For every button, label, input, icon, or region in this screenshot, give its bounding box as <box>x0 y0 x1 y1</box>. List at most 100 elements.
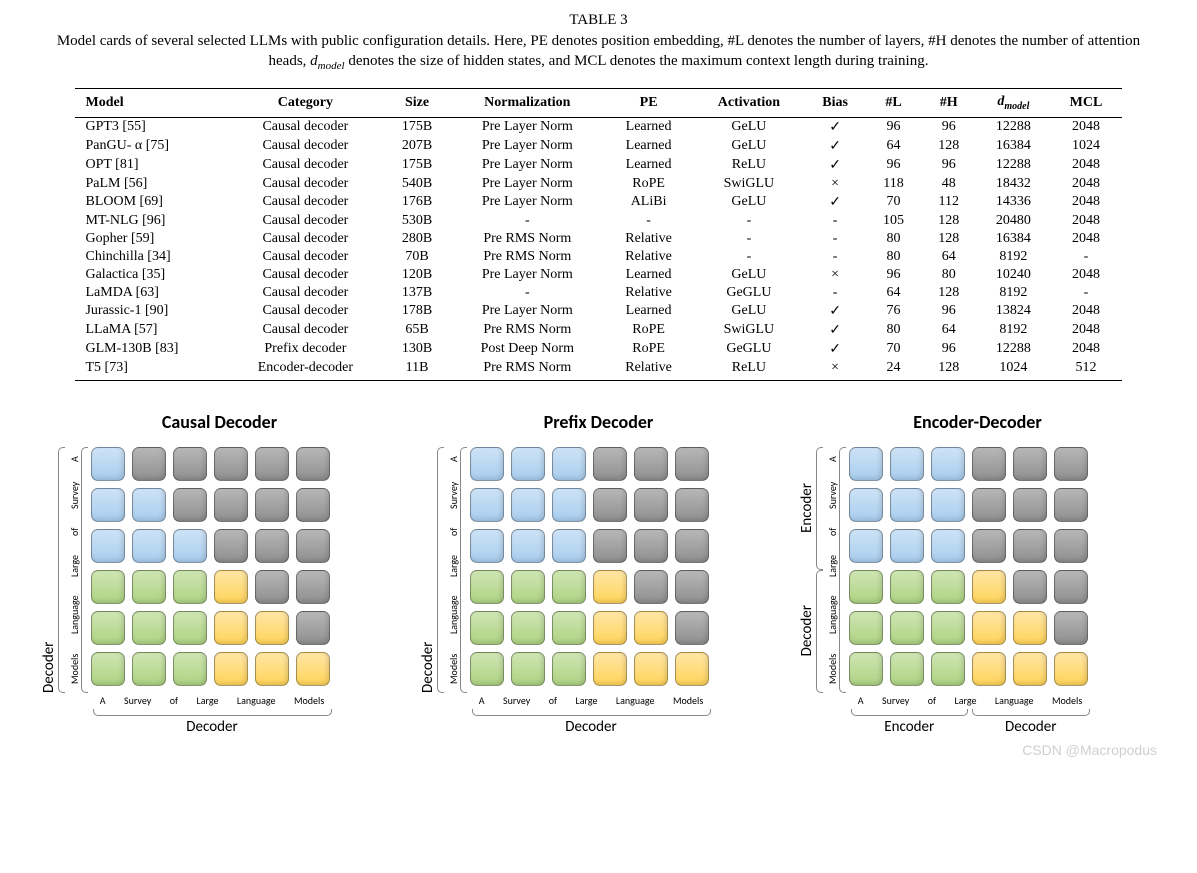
table-cell: 130B <box>383 340 451 359</box>
table-cell: PanGU- α [75] <box>75 137 227 156</box>
grid-cell <box>132 652 166 686</box>
grid-cell <box>214 652 248 686</box>
table-cell: Learned <box>604 137 694 156</box>
table-cell: Pre RMS Norm <box>451 359 604 381</box>
bracket-icon <box>816 570 823 693</box>
bracket-icon <box>839 447 846 693</box>
diagram: Causal DecoderDecoderModelsLanguageLarge… <box>40 411 400 736</box>
table-cell: - <box>804 230 866 248</box>
grid-cell <box>470 529 504 563</box>
grid-cell <box>675 570 709 604</box>
table-row: BLOOM [69]Causal decoder176BPre Layer No… <box>75 193 1121 212</box>
table-cell: - <box>1050 284 1121 302</box>
col-header: Normalization <box>451 89 604 118</box>
table-cell: Causal decoder <box>228 117 383 137</box>
x-group-label: Decoder <box>91 718 334 736</box>
table-cell: - <box>694 230 805 248</box>
grid-cell <box>132 529 166 563</box>
grid-cell <box>214 611 248 645</box>
col-header: dmodel <box>976 89 1050 118</box>
table-cell: 2048 <box>1050 340 1121 359</box>
grid-cell <box>255 570 289 604</box>
grid-cell <box>552 570 586 604</box>
table-cell: × <box>804 175 866 193</box>
table-cell: 11B <box>383 359 451 381</box>
grid-cell <box>593 652 627 686</box>
grid-cell <box>972 570 1006 604</box>
grid-cell <box>931 529 965 563</box>
grid-cell <box>849 447 883 481</box>
table-cell: ✓ <box>804 156 866 175</box>
grid-cell <box>1013 652 1047 686</box>
table-cell: 128 <box>921 230 976 248</box>
x-group-label: Encoder <box>849 718 971 736</box>
grid-cell <box>552 447 586 481</box>
bracket-icon <box>58 447 65 693</box>
table-cell: 96 <box>921 156 976 175</box>
table-cell: Learned <box>604 156 694 175</box>
col-header: MCL <box>1050 89 1121 118</box>
grid-cell <box>132 488 166 522</box>
table-cell: Causal decoder <box>228 248 383 266</box>
table-cell: Causal decoder <box>228 156 383 175</box>
x-tick-labels: ASurveyofLargeLanguageModels <box>91 694 334 707</box>
table-cell: 128 <box>921 137 976 156</box>
table-cell: 2048 <box>1050 302 1121 321</box>
table-cell: Pre Layer Norm <box>451 117 604 137</box>
table-cell: ✓ <box>804 321 866 340</box>
diagram-title: Prefix Decoder <box>419 411 779 433</box>
table-cell: 530B <box>383 212 451 230</box>
grid-cell <box>593 488 627 522</box>
table-cell: Chinchilla [34] <box>75 248 227 266</box>
table-cell: Pre Layer Norm <box>451 266 604 284</box>
grid-cell <box>634 570 668 604</box>
grid-cell <box>890 529 924 563</box>
grid-cell <box>849 611 883 645</box>
table-cell: ReLU <box>694 156 805 175</box>
grid-cell <box>296 529 330 563</box>
table-cell: 178B <box>383 302 451 321</box>
table-cell: 2048 <box>1050 193 1121 212</box>
table-cell: SwiGLU <box>694 175 805 193</box>
col-header: Size <box>383 89 451 118</box>
grid-cell <box>132 611 166 645</box>
grid-cell <box>91 447 125 481</box>
grid-cell <box>593 570 627 604</box>
grid-cell <box>890 570 924 604</box>
col-header: #L <box>866 89 921 118</box>
grid-cell <box>470 488 504 522</box>
diagram: Prefix DecoderDecoderModelsLanguageLarge… <box>419 411 779 736</box>
table-cell: 280B <box>383 230 451 248</box>
grid-cell <box>1054 611 1088 645</box>
grid-cell <box>470 570 504 604</box>
grid-cell <box>890 447 924 481</box>
grid-cell <box>511 570 545 604</box>
y-group-label: Decoder <box>40 447 58 693</box>
table-cell: 12288 <box>976 117 1050 137</box>
x-group-label: Decoder <box>470 718 713 736</box>
table-cell: × <box>804 359 866 381</box>
table-cell: 48 <box>921 175 976 193</box>
table-cell: BLOOM [69] <box>75 193 227 212</box>
table-cell: Encoder-decoder <box>228 359 383 381</box>
grid-cell <box>214 488 248 522</box>
table-cell: 207B <box>383 137 451 156</box>
table-cell: Relative <box>604 248 694 266</box>
grid-cell <box>931 652 965 686</box>
table-cell: 540B <box>383 175 451 193</box>
watermark: CSDN @Macropodus <box>30 742 1167 758</box>
table-cell: Relative <box>604 284 694 302</box>
x-tick-labels: ASurveyofLargeLanguageModels <box>470 694 713 707</box>
table-cell: 120B <box>383 266 451 284</box>
table-cell: 64 <box>921 248 976 266</box>
table-cell: GeLU <box>694 302 805 321</box>
table-cell: 96 <box>921 340 976 359</box>
table-cell: - <box>804 212 866 230</box>
grid-cell <box>552 529 586 563</box>
bracket-icon <box>81 447 88 693</box>
table-row: Jurassic-1 [90]Causal decoder178BPre Lay… <box>75 302 1121 321</box>
table-cell: GeGLU <box>694 340 805 359</box>
grid-cell <box>890 652 924 686</box>
grid-cell <box>890 611 924 645</box>
grid-cell <box>972 652 1006 686</box>
